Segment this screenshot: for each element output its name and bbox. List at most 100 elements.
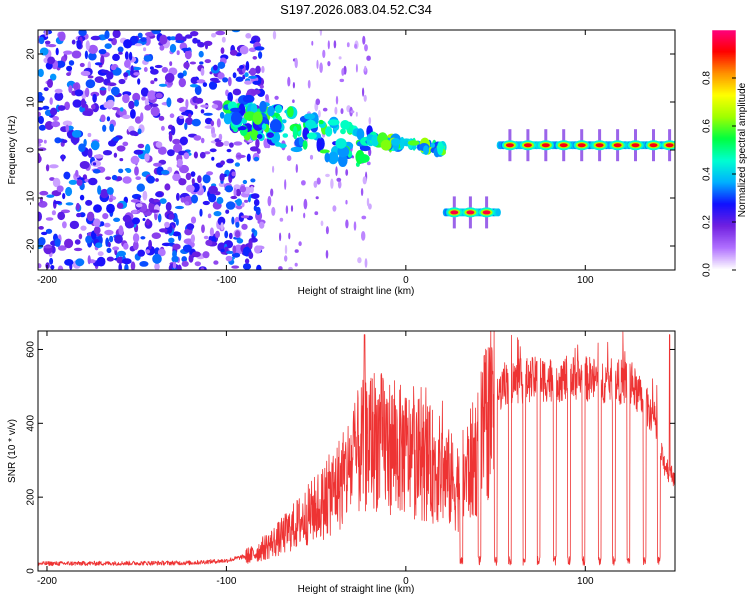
colorbar-step bbox=[712, 130, 736, 133]
noise-cell bbox=[354, 43, 358, 49]
noise-cell bbox=[137, 128, 142, 135]
noise-cell bbox=[130, 109, 136, 119]
noise-cell bbox=[102, 150, 113, 156]
drift-cell bbox=[430, 142, 436, 148]
noise-cell bbox=[244, 258, 250, 264]
colorbar-step bbox=[712, 228, 736, 231]
noise-cell bbox=[42, 105, 50, 110]
noise-cell bbox=[327, 61, 331, 67]
colorbar-step bbox=[712, 142, 736, 145]
colorbar-step bbox=[712, 232, 736, 235]
noise-cell bbox=[236, 238, 244, 244]
colorbar-step bbox=[712, 236, 736, 239]
noise-cell bbox=[39, 190, 49, 196]
noise-cell bbox=[45, 164, 50, 172]
tone-peak bbox=[595, 143, 604, 148]
noise-cell bbox=[161, 66, 169, 73]
colorbar-step bbox=[712, 178, 736, 181]
noise-cell bbox=[213, 64, 218, 71]
noise-cell bbox=[274, 95, 279, 100]
colorbar-step bbox=[712, 74, 736, 77]
noise-cell bbox=[287, 76, 291, 87]
x-tick-label: 100 bbox=[577, 576, 594, 587]
drift-cell bbox=[371, 134, 379, 147]
noise-cell bbox=[51, 210, 57, 216]
noise-cell bbox=[87, 255, 91, 265]
noise-cell bbox=[106, 247, 112, 254]
colorbar-step bbox=[712, 96, 736, 99]
noise-cell bbox=[198, 50, 204, 58]
drift-cell bbox=[287, 106, 294, 118]
colorbar-step bbox=[712, 108, 736, 111]
noise-cell bbox=[252, 80, 262, 85]
noise-cell bbox=[206, 171, 214, 176]
noise-cell bbox=[38, 226, 44, 230]
noise-cell bbox=[245, 33, 252, 39]
colorbar-step bbox=[712, 230, 736, 233]
noise-cell bbox=[231, 216, 235, 225]
y-tick-label: 10 bbox=[26, 96, 37, 108]
noise-cell bbox=[76, 39, 82, 49]
noise-cell bbox=[62, 193, 66, 200]
noise-cell bbox=[123, 39, 133, 49]
noise-cell bbox=[332, 205, 337, 212]
noise-cell bbox=[167, 149, 175, 157]
noise-cell bbox=[202, 200, 210, 206]
noise-cell bbox=[184, 122, 188, 130]
noise-cell bbox=[181, 256, 187, 263]
noise-cell bbox=[141, 96, 146, 101]
noise-cell bbox=[90, 35, 101, 41]
noise-cell bbox=[41, 231, 48, 236]
colorbar-step bbox=[712, 34, 736, 37]
noise-cell bbox=[169, 36, 177, 41]
noise-cell bbox=[169, 113, 175, 118]
noise-cell bbox=[179, 115, 184, 120]
tone-peak bbox=[665, 143, 674, 148]
colorbar-step bbox=[712, 238, 736, 241]
noise-cell bbox=[251, 228, 256, 234]
noise-cell bbox=[95, 242, 103, 248]
noise-cell bbox=[132, 66, 142, 71]
y-tick-label: -10 bbox=[26, 190, 37, 205]
noise-cell bbox=[140, 87, 149, 97]
noise-cell bbox=[186, 223, 195, 230]
noise-cell bbox=[215, 30, 226, 36]
colorbar-step bbox=[712, 90, 736, 93]
noise-cell bbox=[235, 76, 244, 82]
noise-cell bbox=[211, 104, 219, 109]
colorbar-step bbox=[712, 82, 736, 85]
drift-cell bbox=[319, 149, 330, 154]
noise-cell bbox=[72, 83, 79, 90]
noise-cell bbox=[307, 79, 311, 89]
noise-cell bbox=[45, 217, 54, 221]
colorbar-step bbox=[712, 104, 736, 107]
noise-cell bbox=[218, 182, 226, 188]
noise-cell bbox=[38, 211, 42, 222]
noise-cell bbox=[330, 178, 334, 189]
noise-cell bbox=[38, 143, 42, 147]
noise-cell bbox=[106, 116, 111, 122]
noise-cell bbox=[117, 46, 124, 53]
noise-cell bbox=[177, 264, 182, 270]
colorbar-step bbox=[712, 68, 736, 71]
noise-cell bbox=[362, 35, 366, 45]
noise-cell bbox=[303, 212, 306, 219]
drift-cell bbox=[292, 126, 298, 140]
noise-cell bbox=[284, 179, 287, 190]
noise-cell bbox=[38, 68, 44, 78]
colorbar-step bbox=[712, 220, 736, 223]
drift-cell bbox=[259, 100, 267, 113]
drift-cell bbox=[407, 140, 420, 146]
noise-cell bbox=[192, 37, 199, 44]
spectrogram-heatmap bbox=[38, 30, 675, 270]
noise-cell bbox=[183, 61, 190, 69]
colorbar-step bbox=[712, 194, 736, 197]
x-tick-label: -100 bbox=[216, 275, 236, 286]
y-tick-label: 400 bbox=[26, 415, 37, 432]
noise-cell bbox=[150, 106, 160, 117]
noise-cell bbox=[253, 156, 260, 162]
noise-cell bbox=[249, 146, 259, 152]
noise-cell bbox=[190, 171, 196, 177]
noise-cell bbox=[231, 265, 240, 269]
